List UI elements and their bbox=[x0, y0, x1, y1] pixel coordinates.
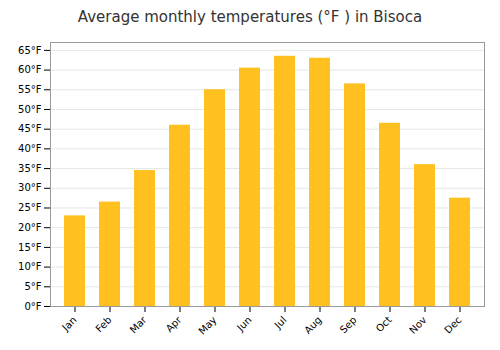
svg-text:10°F: 10°F bbox=[18, 261, 42, 272]
svg-text:Jan: Jan bbox=[59, 314, 78, 333]
svg-text:40°F: 40°F bbox=[18, 143, 42, 154]
svg-text:Apr: Apr bbox=[164, 314, 185, 335]
svg-text:65°F: 65°F bbox=[18, 45, 42, 56]
svg-text:Jun: Jun bbox=[234, 314, 254, 334]
svg-text:45°F: 45°F bbox=[18, 123, 42, 134]
svg-text:Dec: Dec bbox=[442, 314, 463, 335]
svg-text:30°F: 30°F bbox=[18, 182, 42, 193]
svg-text:60°F: 60°F bbox=[18, 64, 42, 75]
svg-text:May: May bbox=[196, 314, 218, 336]
svg-text:55°F: 55°F bbox=[18, 84, 42, 95]
svg-text:20°F: 20°F bbox=[18, 222, 42, 233]
svg-text:Sep: Sep bbox=[338, 314, 359, 335]
svg-text:Mar: Mar bbox=[128, 314, 150, 336]
svg-text:0°F: 0°F bbox=[24, 301, 41, 312]
svg-text:15°F: 15°F bbox=[18, 242, 42, 253]
svg-text:50°F: 50°F bbox=[18, 104, 42, 115]
svg-text:Oct: Oct bbox=[374, 314, 394, 334]
html-text:Average monthly temperatures (: Average monthly temperatures (°F ) in Bi… bbox=[77, 8, 423, 26]
svg-text:25°F: 25°F bbox=[18, 202, 42, 213]
svg-text:5°F: 5°F bbox=[24, 281, 41, 292]
svg-text:35°F: 35°F bbox=[18, 163, 42, 174]
svg-text:Nov: Nov bbox=[407, 314, 429, 336]
svg-text:Aug: Aug bbox=[302, 314, 324, 336]
svg-text:Feb: Feb bbox=[93, 314, 113, 334]
svg-text:Jul: Jul bbox=[272, 314, 289, 331]
